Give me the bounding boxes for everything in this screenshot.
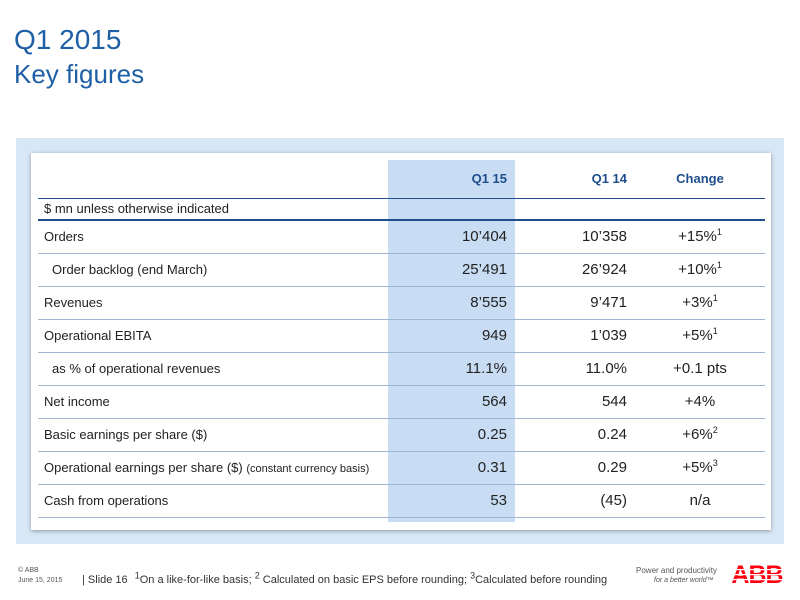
row-label-qualifier: (constant currency basis) xyxy=(246,463,370,475)
units-row: $ mn unless otherwise indicated xyxy=(38,197,765,221)
row-label: Net income xyxy=(38,385,388,419)
value-change: +6%2 xyxy=(635,418,765,452)
value-q1-15: 11.1% xyxy=(388,352,515,386)
abb-logo-icon: ABB xyxy=(727,561,787,587)
value-change: n/a xyxy=(635,484,765,518)
footnote-marker: 1 xyxy=(134,570,140,581)
value-q1-15: 8’555 xyxy=(388,286,515,320)
table-row: Revenues 8’555 9’471 +3%1 xyxy=(38,286,765,320)
column-header-change: Change xyxy=(676,171,724,187)
value-q1-15: 0.31 xyxy=(388,451,515,485)
row-label: Revenues xyxy=(38,286,388,320)
column-header-q1-14: Q1 14 xyxy=(591,171,627,187)
footnote-marker: 1 xyxy=(716,260,722,270)
footnote-marker: 3 xyxy=(712,458,718,468)
value-change: +3%1 xyxy=(635,286,765,320)
footer-slide-notes: | Slide 16 1On a like-for-like basis; 2 … xyxy=(82,571,608,586)
row-label: Operational EBITA xyxy=(38,319,388,353)
units-note: $ mn unless otherwise indicated xyxy=(38,197,388,221)
footnote-text: Calculated before rounding xyxy=(475,574,608,586)
page-title: Q1 2015 xyxy=(14,24,122,55)
value-q1-14: 26’924 xyxy=(515,253,635,287)
footnote-marker: 2 xyxy=(712,425,718,435)
value-q1-14: 11.0% xyxy=(515,352,635,386)
footnote-marker: 2 xyxy=(254,570,260,581)
footnote-marker: 1 xyxy=(712,326,718,336)
tagline-line-2: for a better world™ xyxy=(654,577,714,584)
value-q1-15: 949 xyxy=(388,319,515,353)
footnote-text: Calculated on basic EPS before rounding; xyxy=(259,574,471,586)
footnotes: 1On a like-for-like basis; 2 Calculated … xyxy=(135,571,608,586)
footnote-marker: 3 xyxy=(470,570,476,581)
footer-date: June 15, 2015 xyxy=(18,577,63,584)
tagline-line-1: Power and productivity xyxy=(636,566,717,575)
value-q1-15: 10’404 xyxy=(388,220,515,254)
value-q1-14: 544 xyxy=(515,385,635,419)
value-change: +10%1 xyxy=(635,253,765,287)
row-label: Orders xyxy=(38,220,388,254)
row-label: Operational earnings per share ($) (cons… xyxy=(38,451,388,485)
row-label: Basic earnings per share ($) xyxy=(38,418,388,452)
value-q1-15: 564 xyxy=(388,385,515,419)
row-label: Order backlog (end March) xyxy=(38,253,388,287)
table-row: Operational earnings per share ($) (cons… xyxy=(38,451,765,485)
value-q1-15: 53 xyxy=(388,484,515,518)
value-change: +5%1 xyxy=(635,319,765,353)
footnote-text: On a like-for-like basis; xyxy=(139,574,255,586)
header-label-cell xyxy=(38,160,388,198)
footnote-marker: 1 xyxy=(716,227,722,238)
row-label: as % of operational revenues xyxy=(38,352,388,386)
table-row: Order backlog (end March) 25’491 26’924 +10… xyxy=(38,253,765,287)
table-header-row: Q1 15 Q1 14 Change xyxy=(38,160,765,198)
value-q1-14: 9’471 xyxy=(515,286,635,320)
slide-number: | Slide 16 xyxy=(82,574,128,586)
table-row: Operational EBITA 949 1’039 +5%1 xyxy=(38,319,765,353)
table-row: Net income 564 544 +4% xyxy=(38,385,765,419)
value-q1-14: (45) xyxy=(515,484,635,518)
table-row: as % of operational revenues 11.1% 11.0% +0… xyxy=(38,352,765,386)
table-row: Cash from operations 53 (45) n/a xyxy=(38,484,765,518)
value-q1-14: 10’358 xyxy=(515,220,635,254)
value-q1-15: 25’491 xyxy=(388,253,515,287)
value-q1-14: 1’039 xyxy=(515,319,635,353)
key-figures-table: Q1 15 Q1 14 Change $ mn unless otherwise… xyxy=(38,160,765,518)
value-change: +0.1 pts xyxy=(635,352,765,386)
table-row: Orders 10’404 10’358 +15%1 xyxy=(38,220,765,254)
value-q1-14: 0.24 xyxy=(515,418,635,452)
row-label: Cash from operations xyxy=(38,484,388,518)
page-subtitle: Key figures xyxy=(14,59,145,89)
value-q1-15: 0.25 xyxy=(388,418,515,452)
value-change: +5%3 xyxy=(635,451,765,485)
table-row: Basic earnings per share ($) 0.25 0.24 +6%2 xyxy=(38,418,765,452)
value-q1-14: 0.29 xyxy=(515,451,635,485)
value-change: +4% xyxy=(635,385,765,419)
footer-copyright: © ABB xyxy=(18,567,39,574)
column-header-q1-15: Q1 15 xyxy=(471,171,507,187)
value-change: +15%1 xyxy=(635,220,765,254)
footnote-marker: 1 xyxy=(712,293,718,303)
